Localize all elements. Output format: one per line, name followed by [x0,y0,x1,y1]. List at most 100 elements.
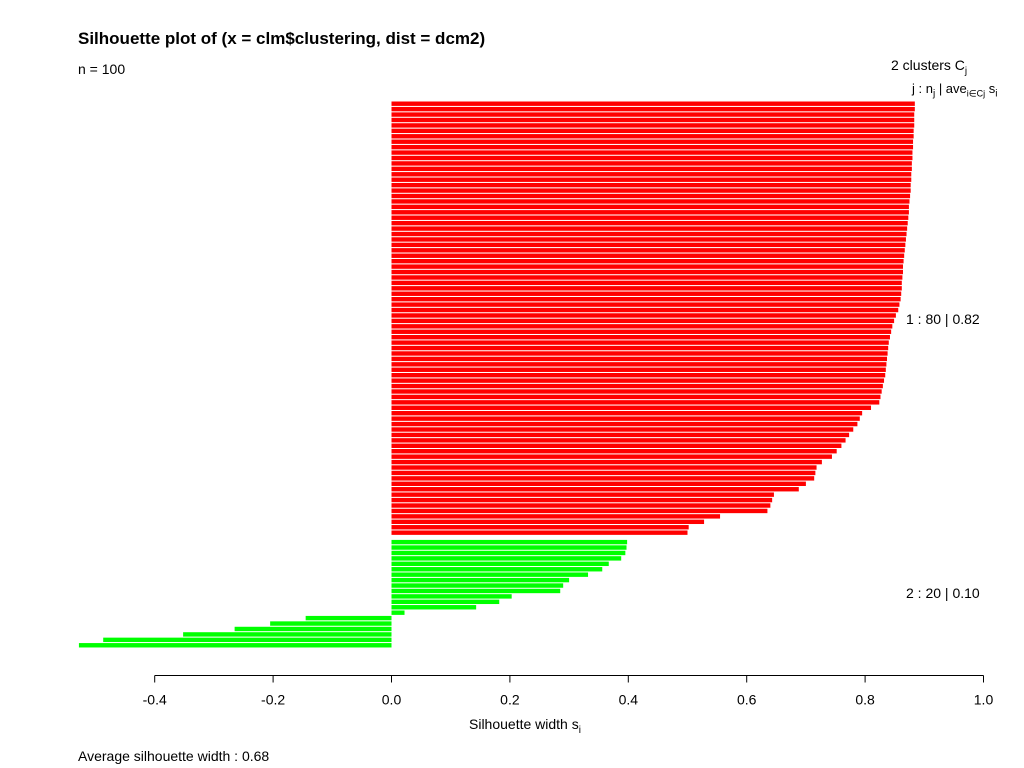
silhouette-bar-c1-78 [391,519,705,525]
silhouette-bar-c1-37 [391,296,901,302]
silhouette-bar-c1-21 [391,210,909,215]
x-tick-label: 0.2 [500,692,520,708]
cluster-label-1: 1 : 80 | 0.82 [906,311,980,327]
silhouette-bar-c1-44 [391,334,890,340]
silhouette-bar-c1-64 [391,443,842,448]
silhouette-bar-c1-16 [391,182,911,188]
silhouette-bar-c1-53 [391,383,883,389]
silhouette-bar-c1-42 [391,324,893,329]
x-tick-label: -0.4 [143,692,167,708]
silhouette-bar-c2-15 [305,615,392,621]
silhouette-bar-c1-39 [391,307,899,313]
silhouette-bar-c1-75 [391,503,771,508]
silhouette-bar-c1-36 [391,291,902,296]
silhouette-bar-c1-59 [391,416,860,421]
silhouette-bar-c1-66 [391,454,832,459]
silhouette-bar-c1-28 [391,248,905,253]
silhouette-bar-c2-7 [391,572,589,577]
cluster-labels: 1 : 80 | 0.82 2 : 20 | 0.10 [906,311,980,601]
silhouette-bar-c2-2 [391,545,627,550]
silhouette-bar-c1-72 [391,487,799,492]
silhouette-bar-c1-68 [391,465,817,470]
silhouette-bar-c1-24 [391,226,908,231]
x-tick-label: 0.4 [619,692,639,708]
silhouette-bar-c1-6 [391,128,914,134]
silhouette-bar-c1-35 [391,286,902,291]
silhouette-bar-c1-69 [391,470,816,476]
silhouette-bar-c1-38 [391,302,900,307]
x-tick-label: 0.8 [855,692,875,708]
bars-group [78,101,915,648]
silhouette-bar-c1-74 [391,497,773,503]
silhouette-bar-c1-4 [391,117,915,123]
silhouette-bar-c1-40 [391,313,896,318]
silhouette-bar-c2-8 [391,577,570,583]
silhouette-bar-c2-16 [270,621,392,626]
silhouette-bar-c1-47 [391,351,888,356]
chart-subtitle: n = 100 [78,61,126,77]
silhouette-bar-c1-15 [391,177,912,182]
silhouette-bar-c1-79 [391,525,689,530]
silhouette-bar-c1-1 [391,101,915,106]
silhouette-bar-c1-10 [391,150,913,155]
silhouette-bar-c2-1 [391,539,628,545]
silhouette-bar-c1-30 [391,258,904,264]
silhouette-bar-c1-71 [391,481,806,486]
silhouette-bar-c1-2 [391,106,915,112]
silhouette-bar-c2-17 [234,626,392,632]
cluster-label-2: 2 : 20 | 0.10 [906,585,980,601]
silhouette-bar-c1-18 [391,193,911,199]
silhouette-bar-c1-31 [391,264,903,269]
silhouette-bar-c1-45 [391,340,889,345]
silhouette-bar-c1-65 [391,449,837,454]
silhouette-bar-c1-20 [391,204,909,210]
silhouette-bar-c1-19 [391,199,910,204]
silhouette-bar-c1-11 [391,155,913,161]
silhouette-bar-c1-7 [391,134,914,139]
silhouette-bar-c1-62 [391,432,850,438]
silhouette-bar-c2-12 [391,599,500,605]
silhouette-bar-c1-9 [391,144,914,150]
silhouette-bar-c1-63 [391,438,846,443]
silhouette-bar-c1-73 [391,492,774,497]
silhouette-bar-c1-56 [391,400,880,405]
legend-column-header: j : nj | avei∈Cj si [912,81,998,100]
x-axis: -0.4 -0.2 0.0 0.2 0.4 0.6 0.8 1.0 [143,675,993,708]
silhouette-bar-c1-22 [391,215,909,220]
chart-title: Silhouette plot of (x = clm$clustering, … [78,29,486,48]
silhouette-bar-c1-25 [391,231,907,237]
silhouette-bar-c2-14 [391,610,405,615]
silhouette-bar-c2-20 [78,643,392,648]
silhouette-bar-c1-43 [391,329,892,334]
silhouette-bar-c1-54 [391,389,882,394]
silhouette-bar-c1-80 [391,530,688,535]
silhouette-bar-c2-3 [391,550,626,556]
silhouette-bar-c1-13 [391,166,912,172]
silhouette-bar-c1-48 [391,356,888,362]
silhouette-bar-c2-11 [391,594,512,599]
silhouette-bar-c1-52 [391,378,885,383]
silhouette-bar-c1-27 [391,242,906,248]
silhouette-bar-c1-67 [391,459,822,465]
silhouette-bar-c1-29 [391,253,905,258]
average-silhouette-width: Average silhouette width : 0.68 [78,748,270,764]
x-tick-label: 0.0 [382,692,402,708]
silhouette-bar-c1-55 [391,394,881,400]
silhouette-bar-c2-6 [391,567,603,572]
silhouette-bar-c2-19 [103,637,392,643]
silhouette-bar-c1-12 [391,161,912,166]
silhouette-bar-c2-10 [391,588,561,594]
silhouette-bar-c1-5 [391,123,915,128]
silhouette-bar-c1-76 [391,508,768,514]
silhouette-bar-c1-41 [391,318,895,324]
legend-header: 2 clusters Cj [891,57,968,77]
silhouette-bar-c2-4 [391,556,622,561]
silhouette-bar-c2-9 [391,583,564,588]
silhouette-bar-c1-23 [391,220,908,226]
silhouette-bar-c1-46 [391,345,889,351]
silhouette-bar-c1-50 [391,367,886,372]
silhouette-bar-c1-58 [391,411,863,416]
silhouette-bar-c1-60 [391,421,858,427]
